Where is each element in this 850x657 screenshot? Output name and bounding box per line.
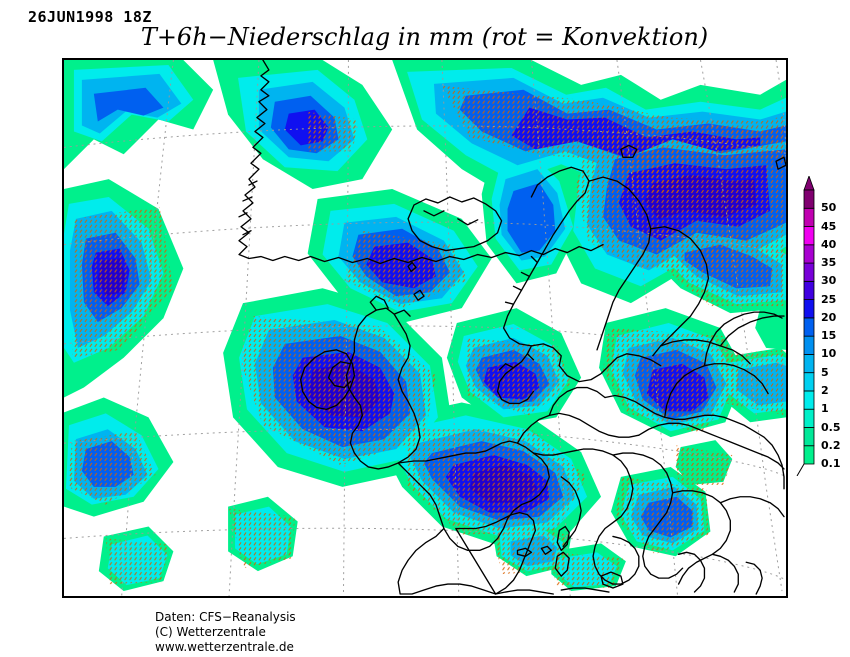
colorbar-tick-label: 15 (821, 329, 837, 343)
colorbar-band (803, 299, 815, 319)
colorbar-band (803, 445, 815, 465)
colorbar-band (803, 372, 815, 392)
footer-credits: Daten: CFS−Reanalysis (C) Wetterzentrale… (155, 610, 296, 655)
colorbar-band (803, 353, 815, 374)
colorbar-band (803, 226, 815, 246)
colorbar-tick-label: 25 (821, 292, 837, 306)
colorbar-tick-label: 40 (821, 237, 837, 251)
colorbar-band (803, 262, 815, 282)
colorbar-tick-label: 1 (821, 402, 829, 416)
date-stamp: 26JUN1998 18Z (28, 8, 152, 26)
footer-line-website[interactable]: www.wetterzentrale.de (155, 640, 294, 654)
colorbar-swatches (796, 176, 815, 476)
coastlines (238, 60, 786, 595)
colorbar-tick-label: 0.5 (821, 420, 841, 434)
colorbar-band (803, 207, 815, 227)
colorbar-band (803, 335, 815, 355)
colorbar-band (803, 280, 815, 301)
colorbar-band (803, 427, 815, 447)
colorbar-tick-label: 2 (821, 383, 829, 397)
colorbar-band (803, 244, 815, 264)
colorbar-band (803, 317, 815, 337)
colorbar-tick-label: 10 (821, 347, 837, 361)
graticule (64, 60, 786, 596)
colorbar-tick-label: 30 (821, 274, 837, 288)
map-canvas (64, 60, 786, 596)
colorbar-tick-label: 35 (821, 256, 837, 270)
colorbar-tick-label: 5 (821, 365, 829, 379)
colorbar-band (803, 408, 815, 428)
footer-line-data-source: Daten: CFS−Reanalysis (155, 610, 296, 624)
colorbar: 0.1 0.2 0.5 1 2 5 10 15 20 25 30 35 40 45 50 (795, 176, 850, 476)
colorbar-tick-label: 0.2 (821, 438, 841, 452)
convection-markers (67, 85, 786, 589)
colorbar-tick-label: 0.1 (821, 457, 841, 470)
colorbar-band (803, 390, 815, 410)
colorbar-tick-label: 45 (821, 219, 837, 233)
colorbar-tick-label: 50 (821, 201, 837, 215)
weather-map[interactable] (62, 58, 788, 598)
colorbar-tick-label: 20 (821, 310, 837, 324)
colorbar-band (803, 189, 815, 209)
page-title: T+6h−Niederschlag in mm (rot = Konvektio… (140, 23, 709, 51)
footer-line-copyright: (C) Wetterzentrale (155, 625, 266, 639)
